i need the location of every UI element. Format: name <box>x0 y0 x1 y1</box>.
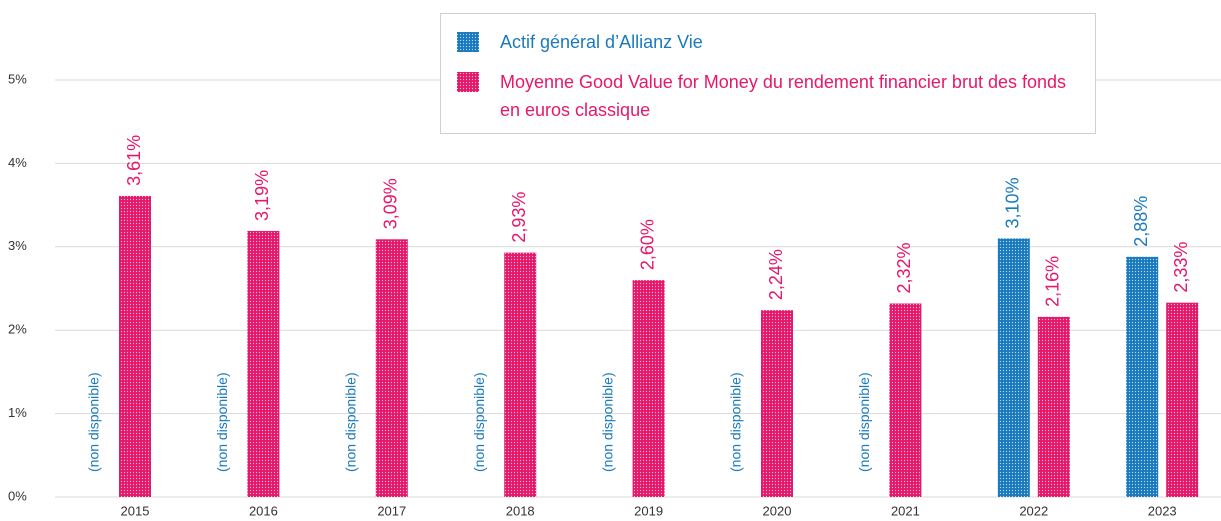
legend-swatch <box>457 32 479 52</box>
value-label: (non disponible) <box>343 372 359 472</box>
x-tick-label: 2016 <box>249 503 278 518</box>
y-tick-label: 4% <box>8 155 27 170</box>
value-label: 2,33% <box>1171 242 1191 293</box>
x-tick-label: 2018 <box>506 503 535 518</box>
x-tick-label: 2023 <box>1148 503 1177 518</box>
bar <box>504 252 537 497</box>
value-label: 3,09% <box>381 178 401 229</box>
legend-entry: Actif général d’Allianz Vie <box>500 32 703 52</box>
legend-box <box>440 13 1096 134</box>
bar <box>632 280 665 497</box>
y-tick-label: 0% <box>8 488 27 503</box>
bar <box>247 230 280 498</box>
bar <box>997 238 1030 497</box>
value-label: 2,93% <box>509 192 529 243</box>
value-label: 2,24% <box>766 249 786 300</box>
legend-label: Moyenne Good Value for Money du rendemen… <box>500 72 1067 120</box>
bar <box>375 239 408 497</box>
value-label: (non disponible) <box>728 372 744 472</box>
bar <box>1126 256 1159 497</box>
y-tick-label: 3% <box>8 238 27 253</box>
y-tick-label: 5% <box>8 71 27 86</box>
x-tick-label: 2017 <box>377 503 406 518</box>
legend-entry: Moyenne Good Value for Money du rendemen… <box>500 72 1067 120</box>
value-label: (non disponible) <box>856 372 872 472</box>
y-tick-label: 1% <box>8 405 27 420</box>
value-label: (non disponible) <box>599 372 615 472</box>
value-label: 3,19% <box>252 170 272 221</box>
x-tick-label: 2022 <box>1019 503 1048 518</box>
legend-label: Actif général d’Allianz Vie <box>500 32 703 52</box>
value-label: (non disponible) <box>471 372 487 472</box>
x-tick-label: 2020 <box>763 503 792 518</box>
value-label: 3,61% <box>124 135 144 186</box>
bar <box>119 195 151 497</box>
bar <box>889 303 922 497</box>
value-label: 3,10% <box>1003 177 1023 228</box>
bar <box>761 310 793 497</box>
x-tick-label: 2021 <box>891 503 920 518</box>
x-tick-label: 2015 <box>121 503 150 518</box>
bar <box>1166 302 1199 497</box>
value-label: 2,16% <box>1043 256 1063 307</box>
value-label: (non disponible) <box>214 372 230 472</box>
bar <box>1037 316 1070 497</box>
x-tick-label: 2019 <box>634 503 663 518</box>
legend-swatch <box>457 72 479 92</box>
value-label: (non disponible) <box>86 372 102 472</box>
y-tick-label: 2% <box>8 322 27 337</box>
value-label: 2,32% <box>894 242 914 293</box>
value-label: 2,88% <box>1131 196 1151 247</box>
value-label: 2,60% <box>637 219 657 270</box>
